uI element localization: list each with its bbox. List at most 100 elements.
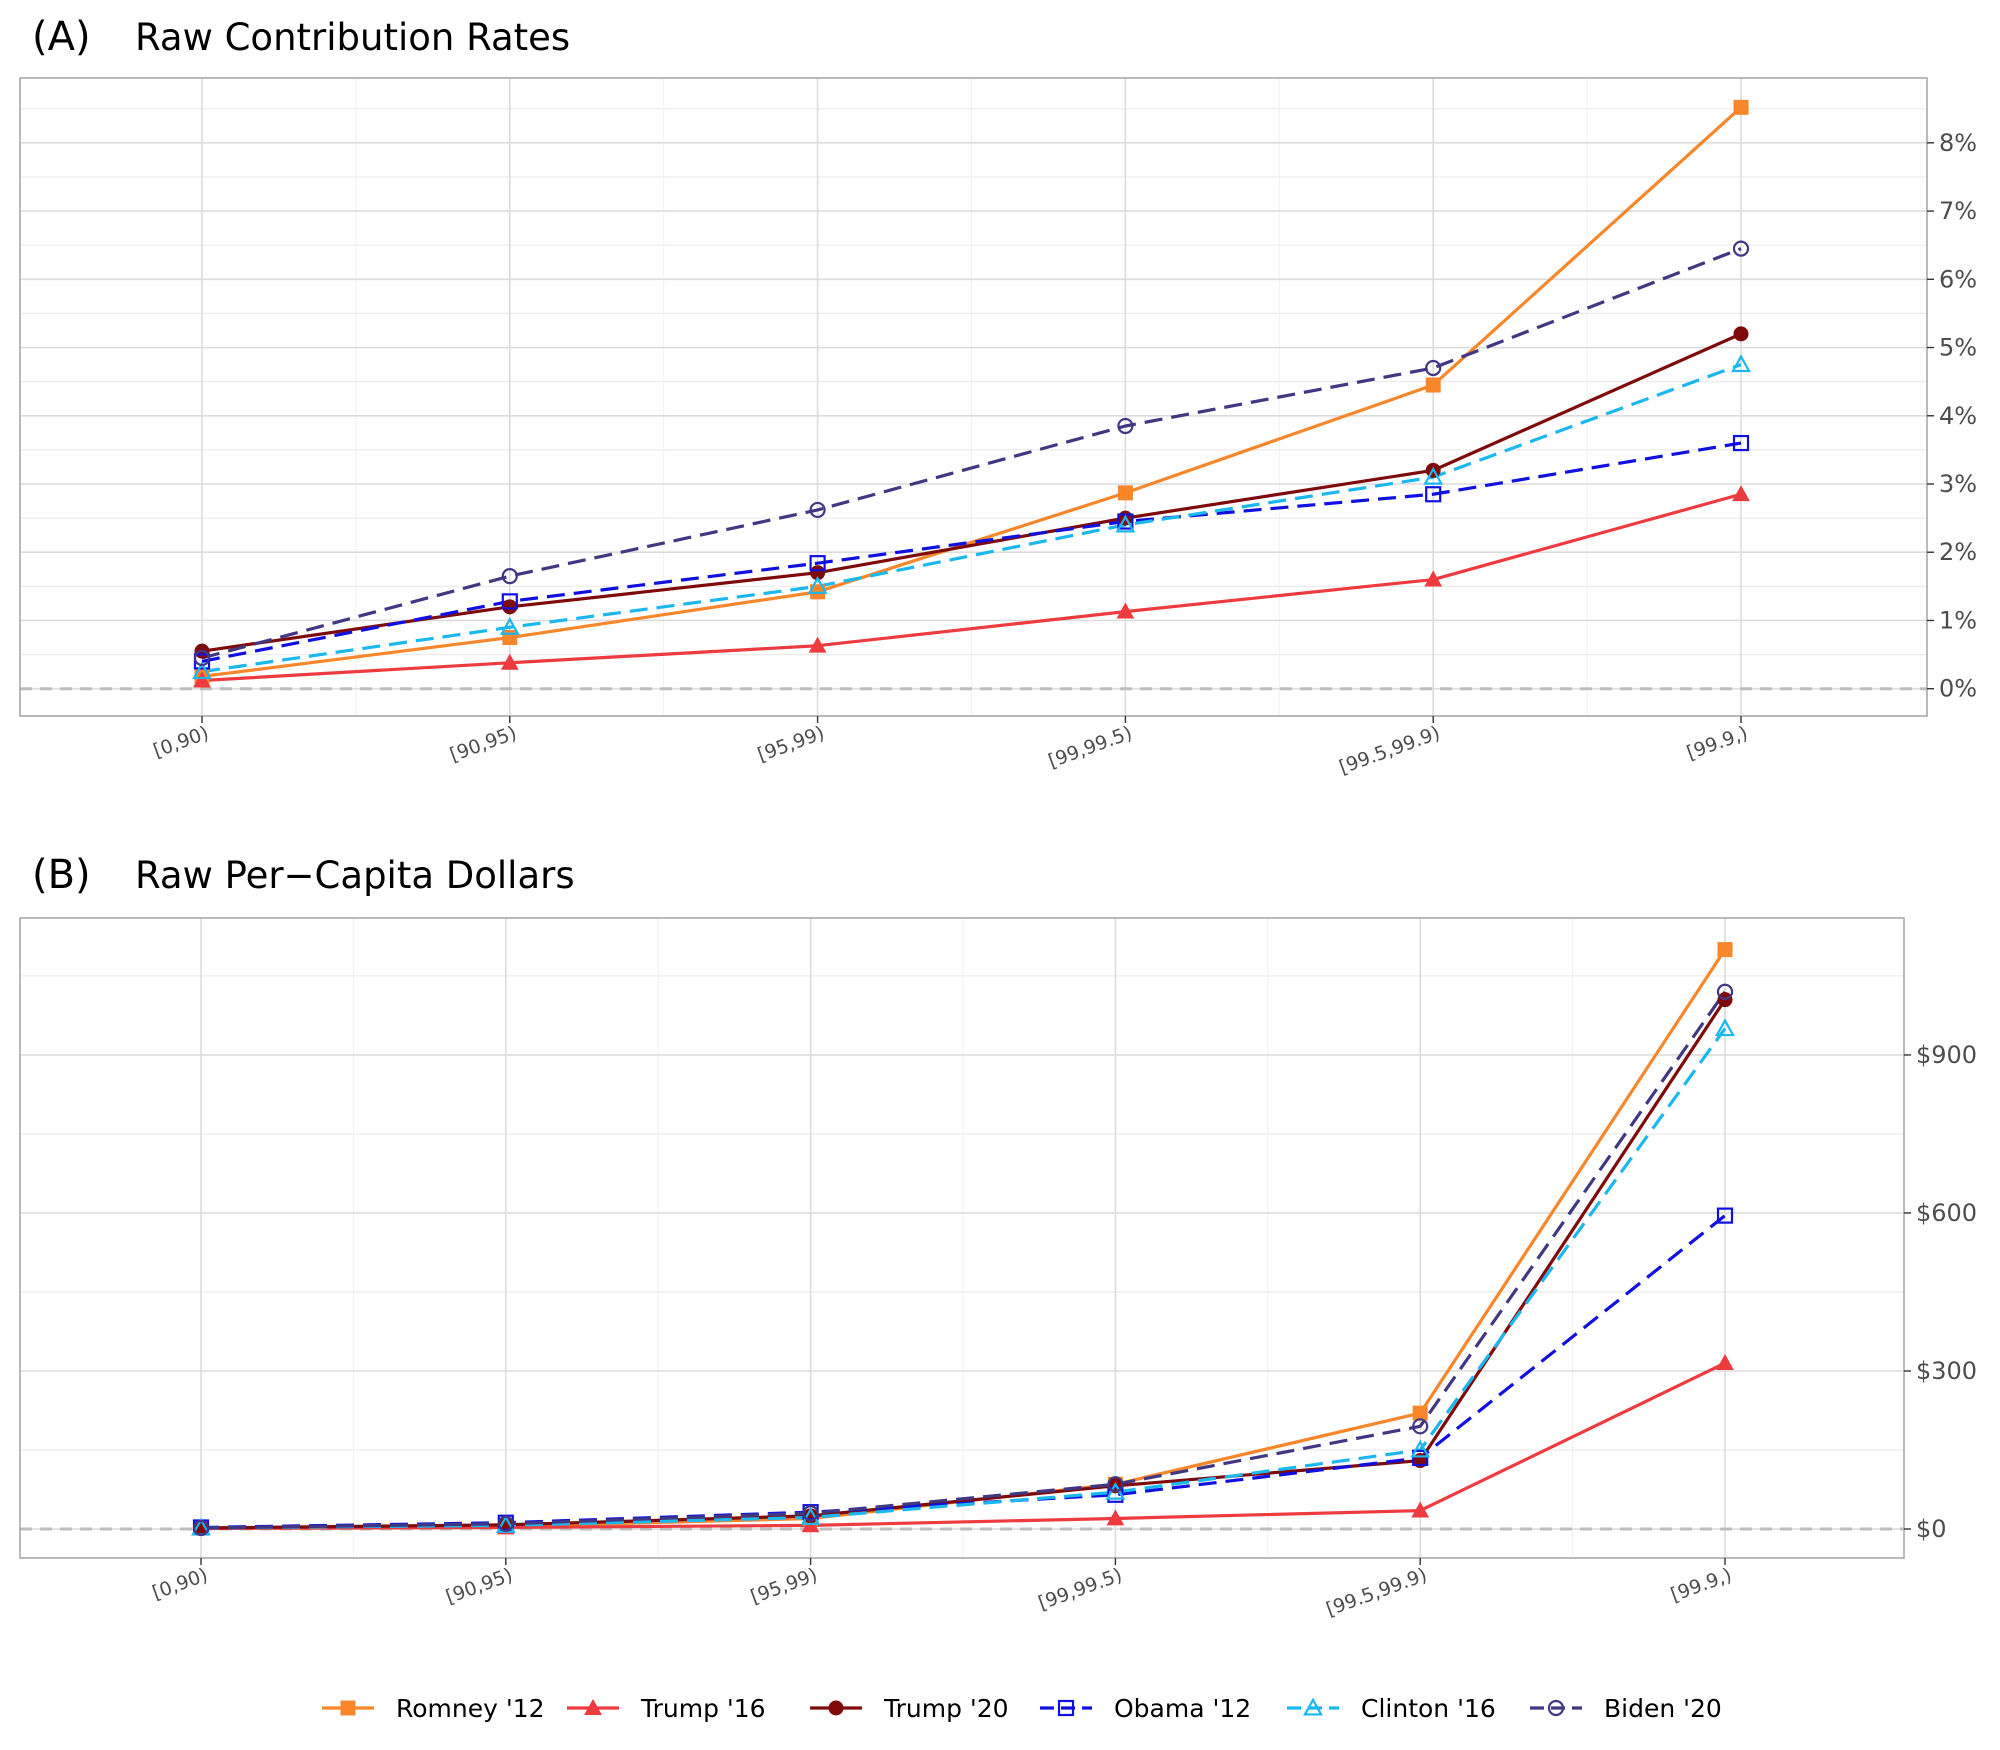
panel-a-point-trump-16 [500, 653, 519, 670]
panel-b-point-biden-20 [802, 1505, 819, 1522]
panel-a-point-obama-12 [1117, 513, 1134, 530]
legend-key-marker [828, 1700, 844, 1716]
panel-a-series-line-romney-12 [201, 106, 1743, 679]
panel-a-point-biden-20 [809, 501, 826, 519]
panel-b-x-tick-label: [0,90) [149, 1564, 210, 1604]
panel-a-series-line-biden-20 [201, 247, 1742, 660]
panel-a-point-clinton-16 [807, 576, 828, 594]
panel-a-series-line-trump-20 [201, 332, 1742, 653]
panel-a-plot: 0% 1% 2% 3% 4% 5% 6% 7% 8% [0,90) [90,95) [95,99) [9… [19, 77, 1977, 779]
panel-b: (B) Raw Per−Capita Dollars $0 $300 $600 $90… [19, 852, 1977, 1621]
panel-a-point-biden-20 [1117, 417, 1134, 435]
panel-a-point-biden-20 [1732, 240, 1750, 257]
panel-b-series-line-biden-20 [200, 990, 1727, 1530]
panel-b-y-tick-label: $900 [1916, 1041, 1977, 1069]
panel-b-point-clinton-16 [1105, 1481, 1126, 1500]
panel-b-x-tick-label: [99.5,99.9) [1323, 1564, 1430, 1621]
panel-b-x-tick-label: [95,99) [748, 1564, 821, 1608]
panel-a-y-tick-label: 0% [1939, 675, 1977, 703]
panel-b-point-romney-12 [1717, 942, 1733, 958]
panel-b-x-tick-label: [90,95) [443, 1564, 516, 1608]
panel-a-x-tick-label: [95,99) [755, 722, 828, 766]
legend-key-marker [1057, 1699, 1075, 1717]
panel-a-point-romney-12 [1733, 99, 1749, 115]
panel-a-point-trump-20 [1733, 326, 1749, 342]
panel-a-series-line-clinton-16 [201, 363, 1742, 674]
panel-a-point-clinton-16 [1423, 466, 1444, 485]
panel-a-point-biden-20 [501, 568, 518, 585]
panel-a-point-clinton-16 [1115, 514, 1136, 533]
panel-a-point-biden-20 [193, 649, 211, 667]
panel-a-point-romney-12 [502, 630, 518, 646]
panel-a-point-romney-12 [1117, 485, 1133, 501]
panel-a-y-tick-label: 5% [1939, 334, 1977, 362]
panel-a-panel-border [19, 77, 1928, 717]
panel-b-point-trump-16 [1106, 1509, 1125, 1526]
panel-a-point-clinton-16 [192, 661, 212, 680]
legend-item-clinton-16: Clinton '16 [1287, 1694, 1496, 1723]
panel-a-x-tick-label: [99.9,) [1684, 722, 1751, 764]
panel-b-point-obama-12 [1412, 1449, 1429, 1467]
panel-b-point-trump-16 [1716, 1354, 1734, 1371]
panel-a-x-tick-label: [90,95) [447, 722, 520, 766]
panel-b-y-tick-label: $300 [1916, 1357, 1977, 1385]
panel-a-letter: (A) [32, 14, 91, 60]
panel-b-x-tick-label: [99,99.5) [1035, 1564, 1125, 1615]
legend-label: Biden '20 [1604, 1694, 1722, 1723]
panel-b-letter: (B) [32, 852, 91, 898]
panel-b-point-biden-20 [192, 1519, 210, 1537]
panel-b-point-biden-20 [1412, 1418, 1429, 1435]
panel-a-point-trump-16 [1424, 570, 1443, 587]
panel-b-point-romney-12 [1412, 1405, 1428, 1421]
panel-b-point-biden-20 [1716, 983, 1734, 1000]
panel-a-point-obama-12 [1425, 486, 1442, 503]
panel-a-y-tick-label: 7% [1939, 197, 1977, 225]
panel-a-x-tick-label: [99.5,99.9) [1336, 722, 1443, 779]
legend-item-trump-20: Trump '20 [810, 1694, 1009, 1723]
panel-a-y-tick-label: 1% [1939, 606, 1977, 634]
panel-a-point-trump-16 [193, 671, 211, 688]
panel-a-y-tick-label: 3% [1939, 470, 1977, 498]
panel-a-point-clinton-16 [499, 616, 520, 635]
panel-b-panel-border [19, 917, 1905, 1559]
legend-key-marker [1303, 1697, 1323, 1716]
panel-a-point-obama-12 [1732, 434, 1750, 452]
panel-a: (A) Raw Contribution Rates 0% 1% 2% 3% 4% 5% 6… [19, 14, 1977, 779]
panel-a-point-trump-16 [1732, 485, 1750, 502]
legend: Romney '12 Trump '16 Trump '20 Obama '12 Cli… [322, 1694, 1722, 1723]
panel-b-point-biden-20 [1107, 1476, 1124, 1493]
panel-b-x-tick-label: [99.9,) [1668, 1564, 1735, 1606]
panel-b-y-tick-label: $0 [1916, 1515, 1947, 1543]
panel-a-point-trump-16 [808, 636, 827, 653]
legend-key-marker [584, 1698, 602, 1715]
panel-a-point-obama-12 [809, 555, 826, 572]
legend-label: Romney '12 [396, 1694, 545, 1723]
legend-label: Obama '12 [1114, 1694, 1251, 1723]
panel-a-series-line-trump-16 [201, 492, 1742, 683]
panel-a-y-tick-label: 6% [1939, 265, 1977, 293]
panel-a-point-obama-12 [501, 593, 518, 610]
panel-a-point-romney-12 [1425, 377, 1441, 393]
legend-item-obama-12: Obama '12 [1040, 1694, 1251, 1723]
panel-b-point-trump-16 [1411, 1501, 1430, 1518]
panel-a-title: Raw Contribution Rates [135, 16, 570, 59]
legend-key-marker [340, 1700, 356, 1716]
panel-a-x-tick-label: [99,99.5) [1045, 722, 1135, 773]
panel-a-point-biden-20 [1425, 359, 1442, 377]
panel-a-x-tick-label: [0,90) [150, 722, 211, 762]
panel-b-point-clinton-16 [1410, 1439, 1431, 1458]
legend-item-trump-16: Trump '16 [567, 1694, 766, 1723]
panel-b-point-obama-12 [1716, 1207, 1734, 1224]
panel-b-title: Raw Per−Capita Dollars [135, 854, 575, 897]
panel-b-series-line-trump-16 [200, 1361, 1726, 1531]
panel-b-point-biden-20 [497, 1515, 514, 1532]
panel-a-y-tick-label: 2% [1939, 538, 1977, 566]
panel-a-y-tick-label: 4% [1939, 402, 1977, 430]
legend-label: Trump '16 [640, 1694, 766, 1723]
panel-a-point-clinton-16 [1731, 354, 1751, 373]
panel-a-point-trump-16 [1116, 602, 1135, 619]
panel-b-plot: $0 $300 $600 $900 [0,90) [90,95) [95,99) [99,99… [19, 917, 1977, 1621]
legend-label: Clinton '16 [1361, 1694, 1496, 1723]
